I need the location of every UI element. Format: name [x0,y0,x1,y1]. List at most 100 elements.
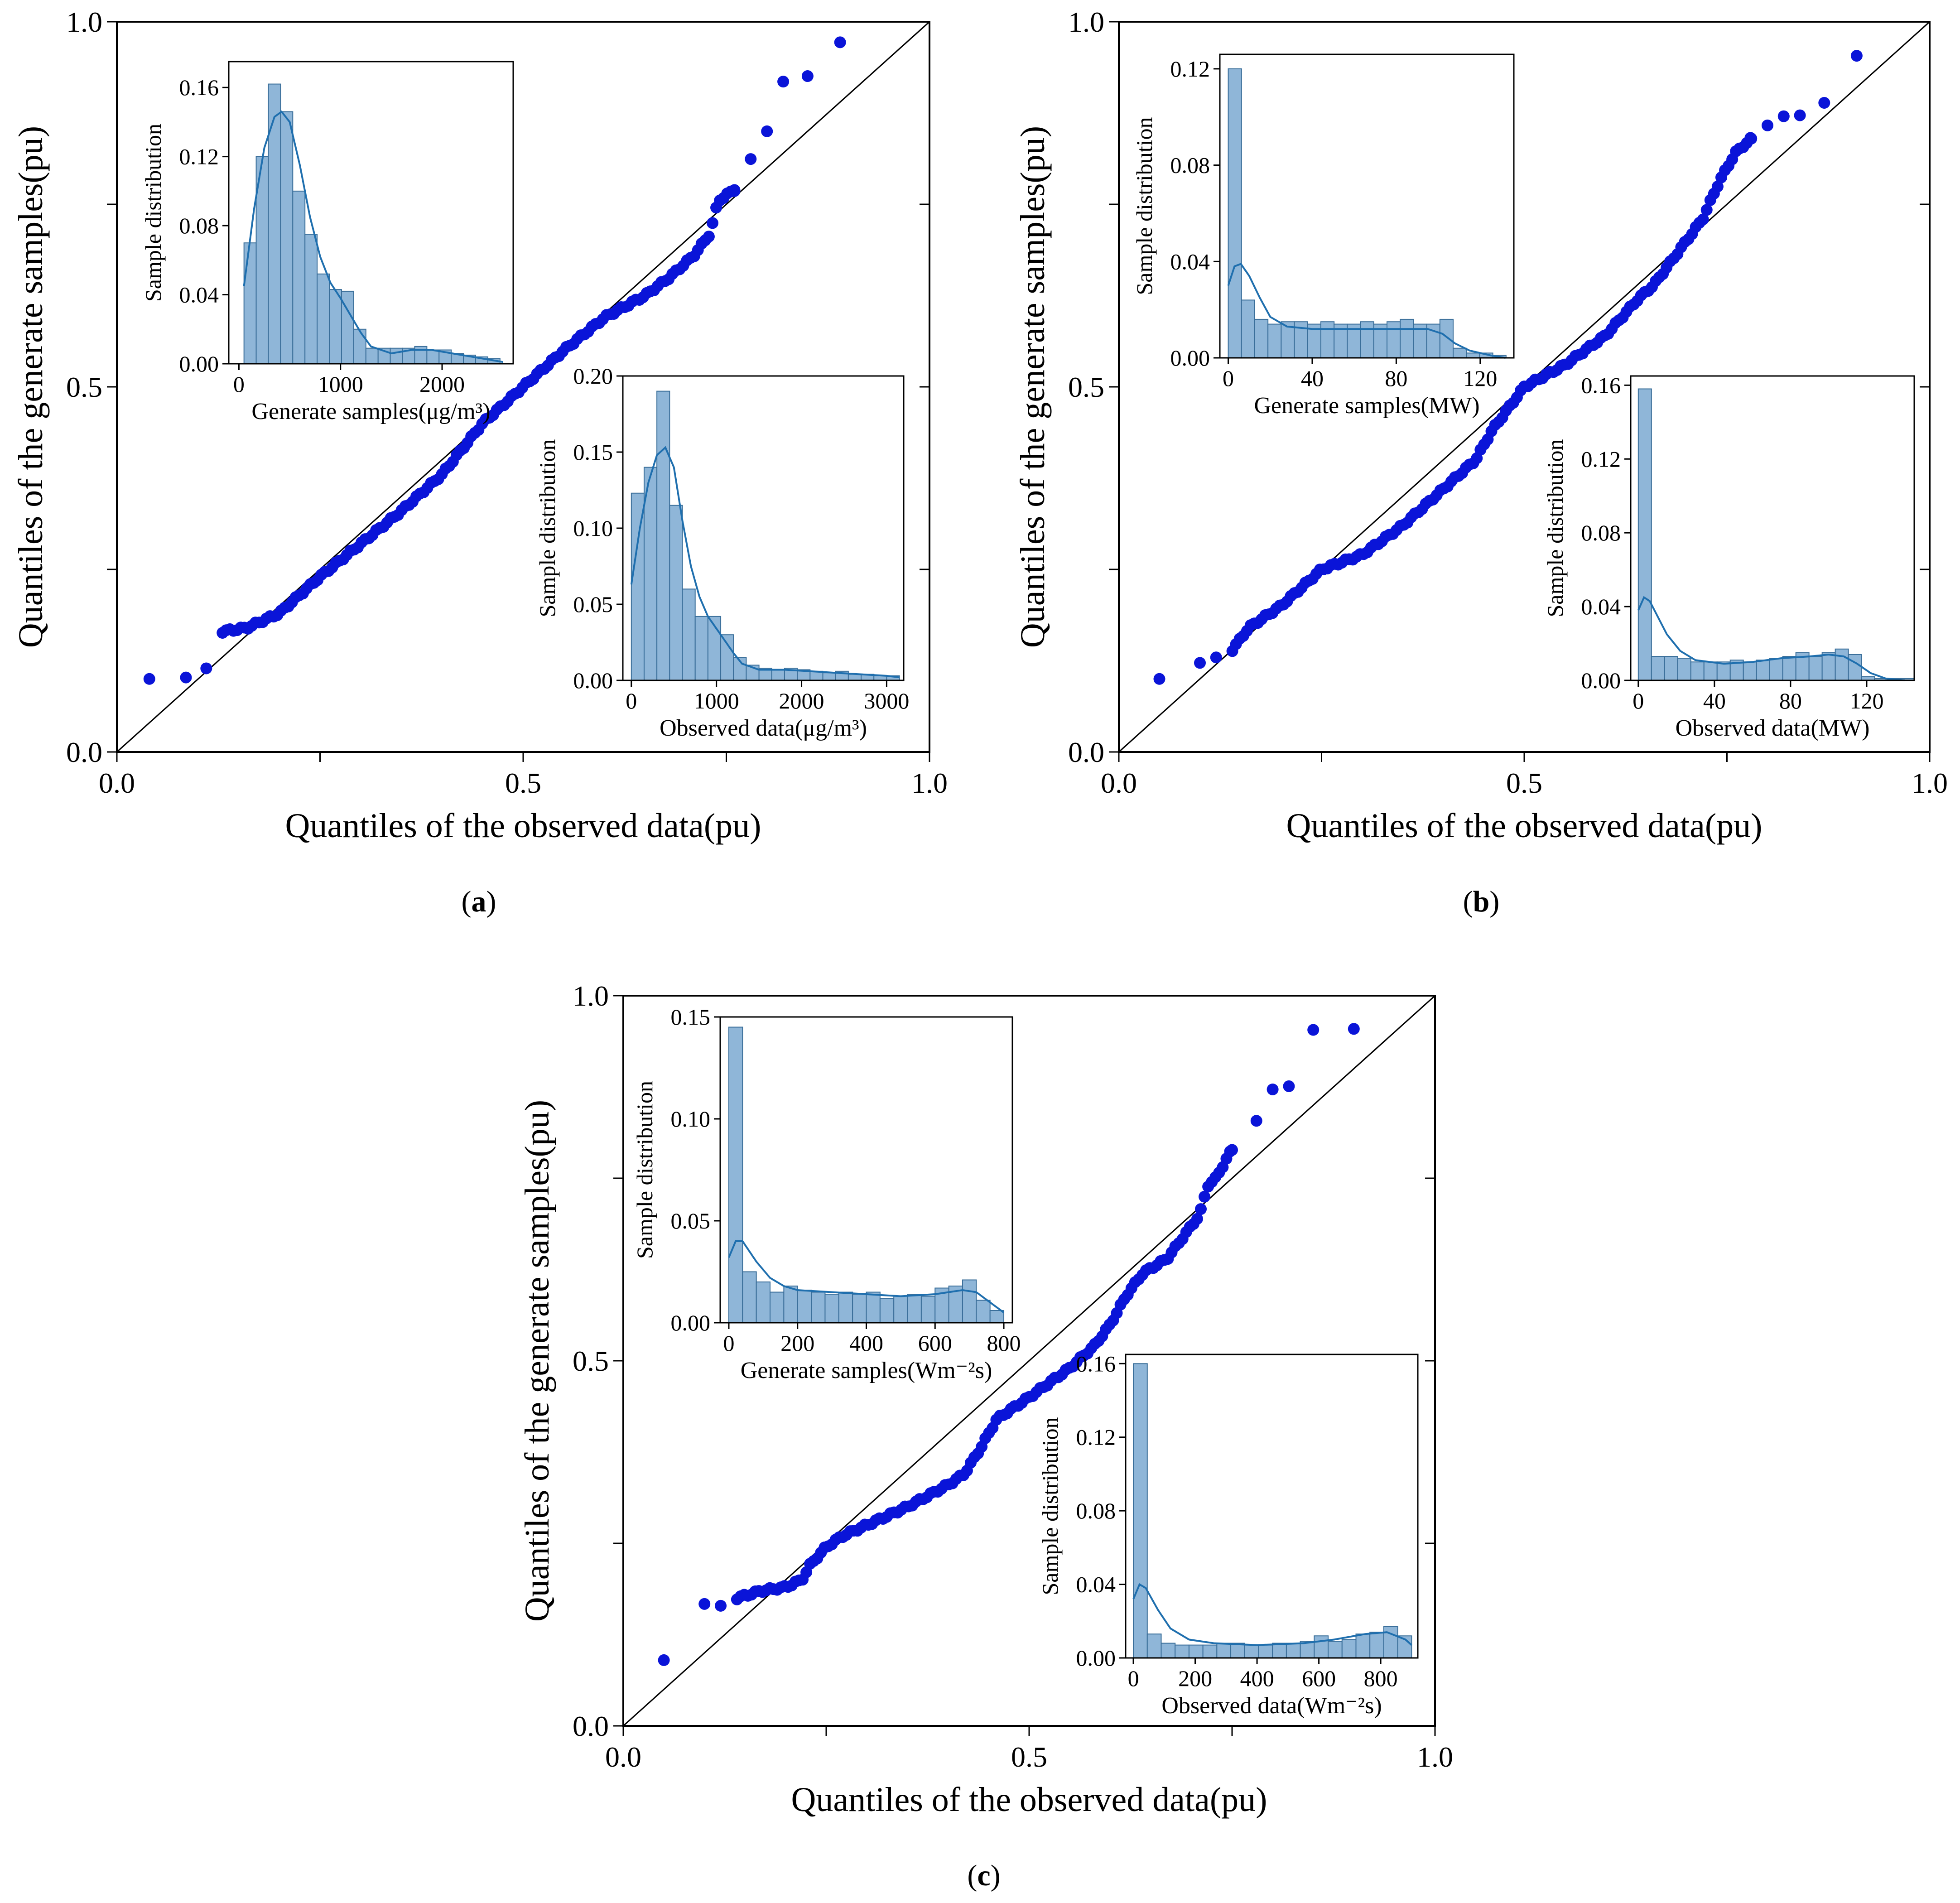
histogram-bar [811,1291,826,1323]
inset-x-tick-label: 400 [849,1330,883,1356]
inset-y-tick-label: 0.04 [1581,594,1621,619]
inset-x-tick-label: 80 [1779,688,1802,713]
qq-points [1153,50,1863,685]
qq-point [143,673,155,685]
histogram-bar [1286,1643,1301,1658]
histogram-bar [1188,1644,1204,1658]
histogram-bars [728,1026,1005,1323]
histogram-bar [1230,1643,1245,1658]
histogram-bar [1756,660,1770,681]
qq-point [1794,109,1806,121]
y-tick-label: 0.5 [1068,371,1104,403]
x-tick-label: 0.5 [1506,767,1542,799]
y-axis-label: Quantiles of the generate samples(pu) [12,126,50,648]
histogram-bars [243,83,501,365]
histogram-bar [1439,318,1454,359]
axis-ticks [1109,21,1931,762]
x-tick-label: 0.5 [1011,1741,1047,1773]
histogram-bar [1320,321,1335,358]
inset-x-tick-label: 0 [626,688,637,713]
qq-point [1267,1083,1279,1095]
histogram-bar [365,347,379,364]
y-axis-label: Quantiles of the generate samples(pu) [1014,126,1052,648]
qq-panel-a: 0.00.0 0.5 0.5 1.0 1.0 Quantiles of the obser… [12,6,948,845]
inset-frame [1125,1354,1419,1659]
qq-point [777,76,790,88]
qq-point [698,1598,711,1610]
inset-y-label: Sample distribution [1542,439,1568,617]
histogram-bar [292,190,306,364]
inset-y-tick-label: 0.10 [671,1106,711,1132]
caption-a-letter: a [472,885,486,918]
histogram-bar [907,1294,922,1323]
qq-point [1250,1115,1262,1127]
qq-point [703,231,715,243]
inset-x-tick-label: 40 [1703,688,1726,713]
inset-y-tick-label: 0.04 [179,282,219,308]
caption-b-letter: b [1473,885,1490,918]
histogram-bar [1328,1641,1343,1659]
qq-point [1191,1213,1203,1225]
histogram-bar [783,1286,798,1323]
inset-x-tick-label: 200 [780,1330,814,1356]
histogram-bar [631,492,645,681]
x-tick-label: 0.0 [99,767,135,799]
inset-y-tick-label: 0.08 [179,213,219,238]
histogram-bar [824,1294,839,1323]
histogram-bar [976,1300,991,1323]
qq-point [1697,213,1709,226]
inset-x-tick-label: 1000 [318,371,363,397]
inset-x-label: Observed data(MW) [1676,715,1870,741]
reference-line [622,995,1436,1727]
inset-x-tick-label: 200 [1178,1666,1212,1691]
histogram-bar [280,111,294,364]
inset-background [1220,54,1514,358]
qq-point [715,1599,727,1612]
inset-y-tick-label: 0.00 [671,1310,711,1335]
qq-point [1307,1024,1320,1036]
inset-x-tick-label: 800 [987,1330,1021,1356]
histogram-bar [1848,654,1862,681]
inset-y-tick-label: 0.08 [1076,1498,1116,1523]
histogram-bar [1453,347,1467,359]
inset-y-tick-label: 0.05 [573,592,613,617]
histogram-bar [1651,656,1665,681]
qq-point [1153,673,1165,685]
inset-background [720,1017,1012,1323]
histogram-bar [720,634,734,681]
histogram-bar [1267,323,1282,358]
kde-curve [243,110,503,363]
histogram-inset-observed: 0 200 400 600 800 0.00 0.04 0.08 0.12 0.16 Observe… [1037,1351,1419,1719]
histogram-bar [1383,1626,1398,1659]
kde-curve [1637,596,1905,681]
inset-y-tick-label: 0.20 [573,363,613,389]
histogram-bar [669,505,683,681]
qq-point [1348,1023,1360,1035]
inset-frame [1219,53,1515,359]
qq-point [1700,204,1713,216]
histogram-bar [1146,1633,1162,1659]
histogram-bars [1228,68,1507,359]
qq-point [1711,180,1724,193]
qq-points [658,1023,1360,1666]
x-tick-label: 0.0 [605,1741,641,1773]
histogram-bar [426,349,440,364]
inset-y-label: Sample distribution [140,124,166,302]
histogram-bar [770,1291,785,1323]
histogram-bar [682,588,696,681]
inset-y-tick-label: 0.12 [1076,1425,1116,1450]
inset-y-tick-label: 0.15 [671,1004,711,1030]
histogram-bar [1254,318,1269,359]
inset-y-tick-label: 0.00 [573,668,613,693]
inset-y-tick-label: 0.00 [1076,1645,1116,1671]
inset-frame [1630,375,1915,681]
histogram-bar [1743,661,1757,681]
histogram-inset-observed: 0 40 80 120 0.00 0.04 0.08 0.12 0.16 Observed dat… [1542,372,1915,741]
histogram-bar [1281,321,1295,358]
qq-point [1850,50,1863,62]
qq-point [728,184,741,196]
histogram-bar [848,674,862,681]
histogram-bar [1258,1644,1273,1658]
inset-x-tick-label: 0 [1128,1666,1139,1691]
y-tick-label: 1.0 [573,980,609,1012]
